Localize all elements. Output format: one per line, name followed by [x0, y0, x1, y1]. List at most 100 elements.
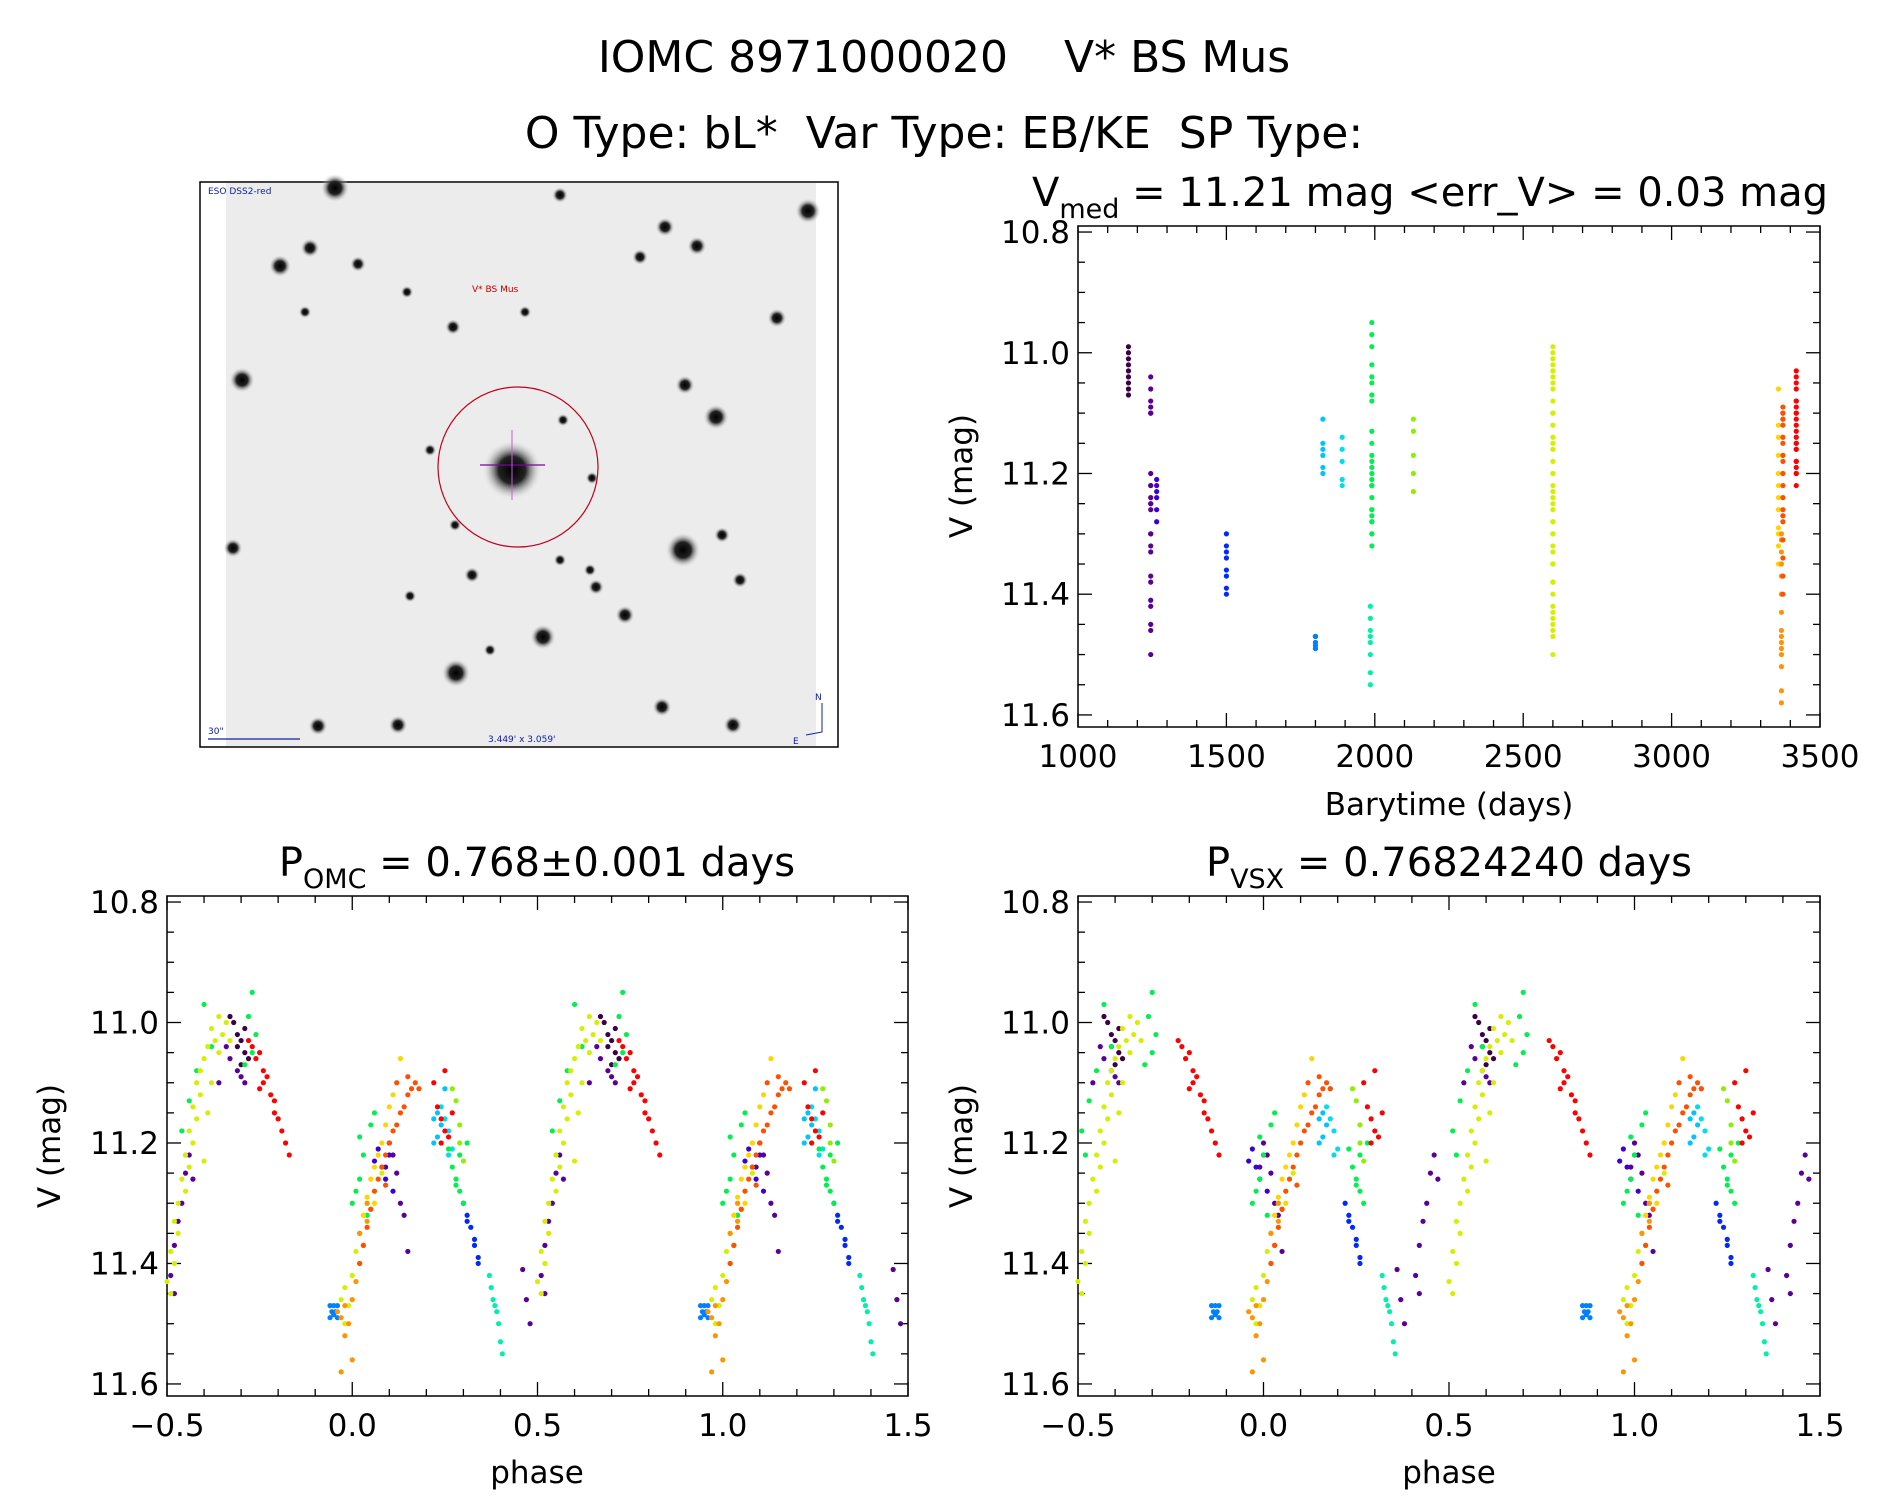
data-point — [1148, 621, 1154, 627]
data-point — [1125, 362, 1132, 368]
data-point — [1112, 1158, 1118, 1164]
data-point — [812, 1116, 818, 1122]
data-point — [1369, 495, 1375, 501]
data-point — [1468, 1044, 1474, 1050]
data-point — [1148, 597, 1154, 603]
data-point — [397, 1200, 404, 1206]
data-point — [1353, 1098, 1359, 1104]
y-axis-label: V (mag) — [944, 1084, 980, 1208]
data-point — [264, 1074, 270, 1080]
data-point — [1312, 633, 1319, 640]
data-point — [1490, 1025, 1497, 1032]
data-point — [1369, 476, 1375, 483]
data-point — [816, 1134, 822, 1140]
data-point — [720, 1297, 726, 1303]
data-point — [616, 1013, 622, 1020]
data-point — [1780, 410, 1786, 416]
data-point — [379, 1164, 385, 1170]
data-point — [1483, 1062, 1489, 1068]
data-point — [1732, 1080, 1738, 1086]
data-point — [1369, 398, 1375, 404]
data-point — [1131, 1031, 1137, 1038]
data-point — [1260, 1140, 1267, 1146]
data-point — [1260, 1152, 1267, 1158]
data-point — [1316, 1116, 1322, 1122]
data-point — [382, 1164, 389, 1170]
data-point — [1339, 482, 1345, 489]
data-point — [1294, 1182, 1300, 1188]
data-point — [186, 1164, 192, 1170]
star — [350, 256, 366, 272]
data-point — [1253, 1303, 1259, 1309]
data-point — [764, 1122, 770, 1128]
data-point — [731, 1212, 737, 1218]
data-point — [1101, 1140, 1107, 1146]
data-point — [753, 1182, 759, 1188]
data-point — [1127, 1050, 1133, 1056]
x-tick-label: 3000 — [1632, 739, 1711, 775]
data-point — [379, 1170, 385, 1176]
data-point — [1657, 1152, 1664, 1158]
data-point — [723, 1248, 730, 1255]
data-point — [1367, 682, 1373, 688]
data-point — [1775, 386, 1782, 392]
data-point — [245, 1037, 252, 1044]
star — [423, 443, 437, 457]
data-point — [1268, 1170, 1274, 1176]
data-point — [1086, 1098, 1092, 1104]
data-point — [390, 1152, 396, 1158]
data-point — [612, 1025, 618, 1032]
data-point — [1190, 1068, 1196, 1074]
data-point — [653, 1140, 659, 1146]
data-point — [171, 1242, 178, 1248]
data-point — [1646, 1224, 1652, 1230]
data-point — [1643, 1212, 1649, 1218]
data-point — [475, 1254, 481, 1261]
data-point — [190, 1140, 196, 1146]
y-tick-label: 11.4 — [1001, 577, 1070, 613]
data-point — [1780, 555, 1786, 561]
star — [403, 589, 417, 603]
data-point — [1148, 627, 1154, 634]
data-point — [1312, 1104, 1319, 1110]
data-point — [1290, 1170, 1296, 1176]
data-point — [1125, 380, 1132, 386]
data-point — [586, 1080, 592, 1086]
plot-title: POMC = 0.768±0.001 days — [279, 840, 795, 895]
data-point — [1148, 404, 1154, 410]
data-point — [1665, 1152, 1671, 1158]
data-point — [1791, 1218, 1797, 1224]
data-point — [1793, 446, 1799, 452]
data-point — [353, 1188, 359, 1194]
data-point — [1672, 1128, 1678, 1134]
data-point — [382, 1122, 389, 1128]
data-point — [1635, 1278, 1641, 1285]
data-point — [520, 1266, 526, 1273]
data-point — [1369, 319, 1375, 326]
data-point — [445, 1134, 452, 1140]
data-point — [494, 1309, 500, 1315]
data-point — [242, 1062, 248, 1068]
data-point — [1624, 1303, 1630, 1309]
x-tick-label: 0.0 — [1239, 1408, 1288, 1444]
data-point — [171, 1218, 178, 1224]
data-point — [772, 1104, 778, 1110]
data-point — [364, 1194, 370, 1200]
data-point — [568, 1092, 574, 1098]
y-tick-label: 11.6 — [1001, 698, 1070, 734]
data-point — [1775, 482, 1782, 489]
data-point — [375, 1146, 381, 1152]
data-point — [894, 1297, 900, 1303]
data-point — [768, 1110, 774, 1116]
data-point — [453, 1098, 459, 1104]
data-point — [638, 1092, 644, 1098]
data-point — [390, 1188, 396, 1194]
data-point — [1125, 386, 1132, 392]
data-point — [1112, 1037, 1118, 1044]
data-point — [1186, 1086, 1192, 1092]
data-point — [1253, 1284, 1259, 1291]
data-point — [375, 1176, 381, 1182]
data-point — [1550, 398, 1556, 404]
data-point — [1309, 1056, 1315, 1062]
